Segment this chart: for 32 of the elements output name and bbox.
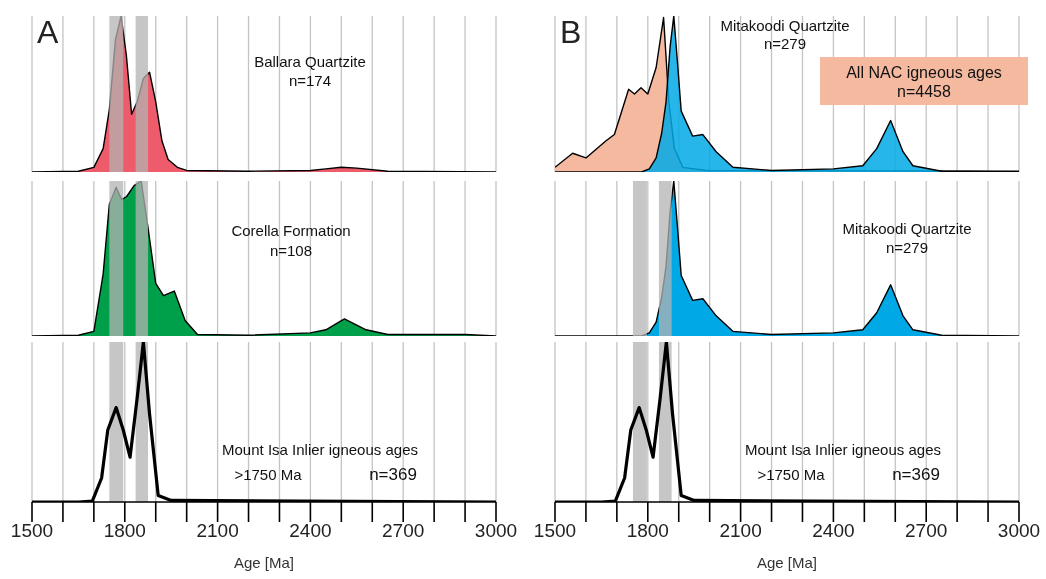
annotation: Ballara Quartzite [254,52,366,71]
chart-title: B [560,14,582,50]
annotation: Mitakoodi Quartzite [842,219,972,238]
x-tick-label: 2400 [812,520,855,542]
annotation: Mitakoodi Quartzite [720,16,850,35]
chart-title: A [37,14,59,50]
x-tick-label: 3000 [474,520,518,542]
x-tick-label: 2700 [382,520,425,542]
x-tick-label: 2400 [289,520,332,542]
x-tick-label: 3000 [997,520,1041,542]
x-tick-label: 2700 [905,520,948,542]
annotation: n=279 [885,238,929,257]
annotation: n=174 [288,71,332,90]
annotation: n=279 [763,34,807,53]
x-tick-label: 2100 [719,520,762,542]
annotation: n=4458 [897,83,951,101]
x-tick-label: 1800 [103,520,146,542]
annotation: Mount Isa Inlier igneous ages [222,440,418,459]
annotation: >1750 Ma [234,465,302,484]
annotation: n=108 [269,241,313,260]
x-tick-label: 1500 [533,520,577,542]
annotation: Mount Isa Inlier igneous ages [745,440,941,459]
x-tick-label: 1800 [626,520,669,542]
annotation: n=369 [369,464,417,485]
x-tick-label: 2100 [196,520,239,542]
x-axis-title: Age [Ma] [233,554,295,571]
x-tick-label: 1500 [10,520,54,542]
annotation: Corella Formation [231,221,351,240]
annotation: All NAC igneous ages [846,64,1002,82]
x-axis-title: Age [Ma] [756,554,818,571]
annotation: n=369 [892,464,940,485]
annotation: >1750 Ma [757,465,825,484]
